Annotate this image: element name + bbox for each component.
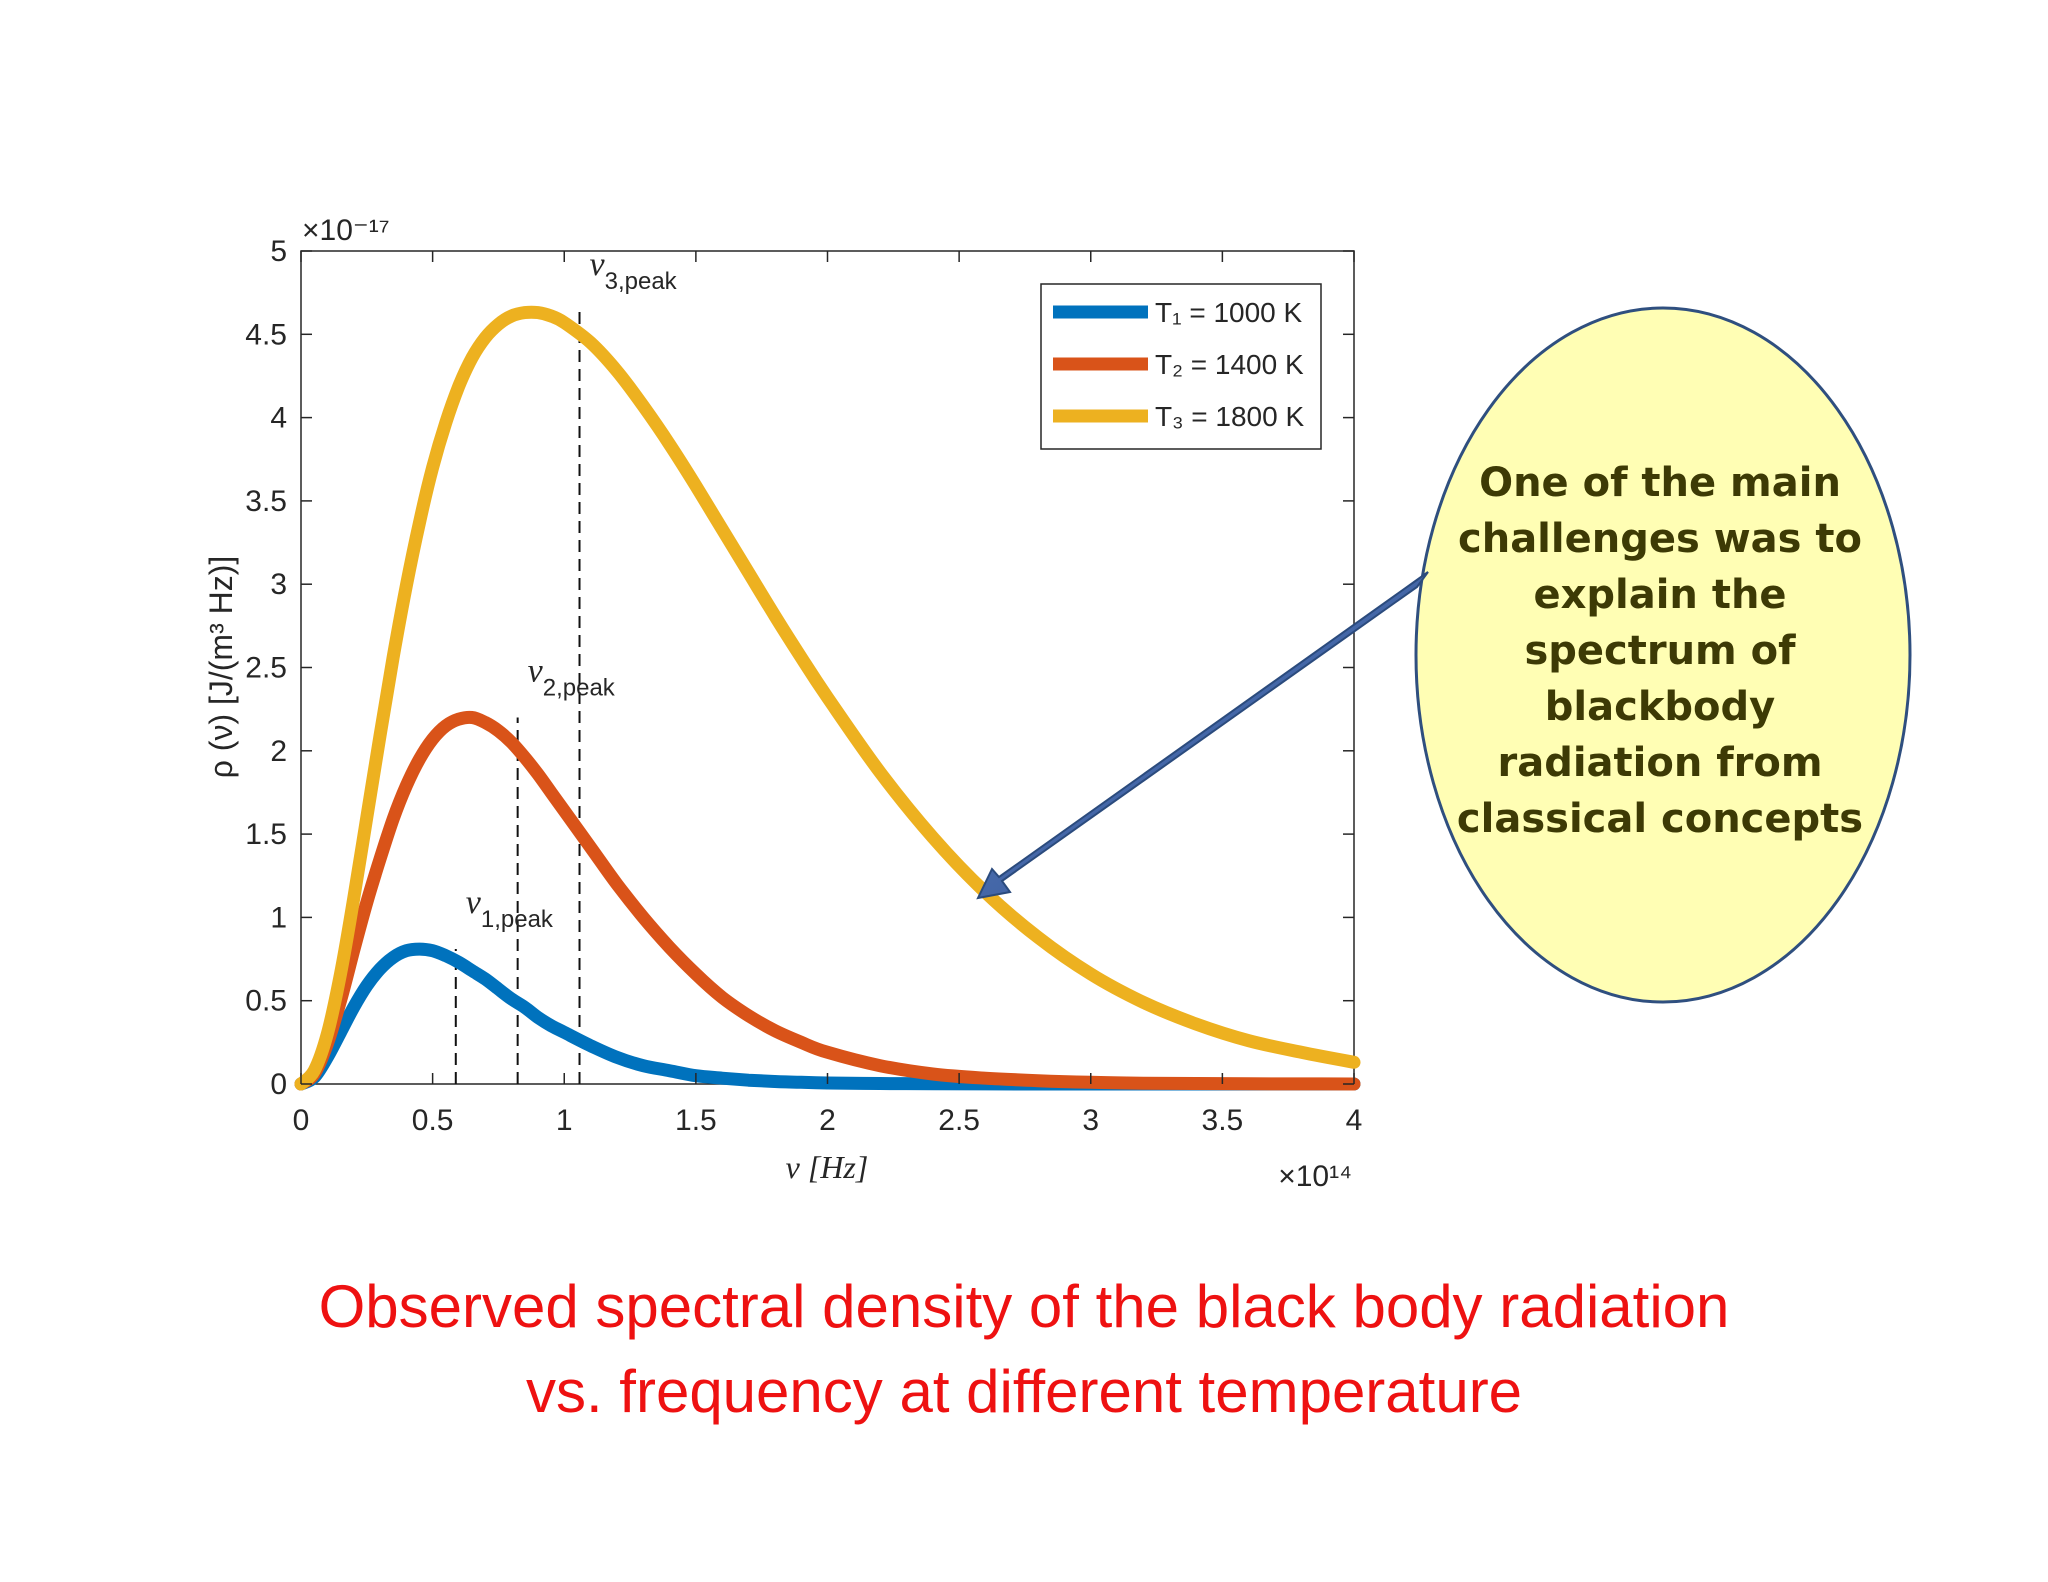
- callout-text: One of the main challenges was to explai…: [1456, 460, 1864, 842]
- callout-bubble: [1414, 306, 1912, 1004]
- y-tick-label: 1: [270, 901, 287, 934]
- x-tick-label: 4: [1346, 1104, 1363, 1137]
- y-tick-label: 4: [270, 402, 287, 435]
- peak-label-2: ν2,peak: [528, 652, 616, 701]
- x-tick-label: 3.5: [1202, 1104, 1244, 1137]
- peak-lines: [454, 310, 581, 1084]
- peak-label-3: ν3,peak: [590, 246, 678, 295]
- y-tick-label: 4.5: [245, 318, 287, 351]
- legend-label-2: T₂ = 1400 K: [1155, 349, 1304, 380]
- series-line-3: [294, 305, 1361, 1091]
- x-tick-label: 0.5: [412, 1104, 454, 1137]
- x-tick-label: 0: [293, 1104, 310, 1137]
- y-axis-label: ρ (ν) [J/(m³ Hz)]: [203, 556, 239, 779]
- y-tick-label: 3: [270, 568, 287, 601]
- x-tick-label: 2: [819, 1104, 836, 1137]
- series-line-2: [294, 710, 1361, 1091]
- x-tick-label: 1.5: [675, 1104, 717, 1137]
- x-multiplier: ×10¹⁴: [1278, 1160, 1352, 1193]
- x-tick-label: 1: [556, 1104, 573, 1137]
- legend-label-1: T₁ = 1000 K: [1155, 297, 1303, 328]
- caption-line-1: Observed spectral density of the black b…: [318, 1273, 1730, 1340]
- x-tick-label: 2.5: [938, 1104, 980, 1137]
- y-tick-label: 3.5: [245, 485, 287, 518]
- y-tick-label: 2.5: [245, 652, 287, 685]
- x-tick-label: 3: [1082, 1104, 1099, 1137]
- x-axis-label: ν [Hz]: [786, 1149, 869, 1185]
- peak-labels: ν1,peak ν2,peak ν3,peak: [466, 246, 678, 933]
- tick-labels: 0 0.5 1 1.5 2 2.5 3 3.5 4 0 0.5 1 1.5 2 2.5 3 3.5 4 4.5 5: [245, 235, 1362, 1137]
- series-group: [294, 305, 1361, 1091]
- y-tick-label: 1.5: [245, 818, 287, 851]
- y-tick-label: 0.5: [245, 985, 287, 1018]
- ticks-group: [300, 250, 1355, 1085]
- callout-arrow: [976, 571, 1429, 900]
- y-tick-label: 5: [270, 235, 287, 268]
- legend-label-3: T₃ = 1800 K: [1155, 401, 1304, 432]
- y-tick-label: 2: [270, 735, 287, 768]
- y-tick-label: 0: [270, 1068, 287, 1101]
- legend: T₁ = 1000 K T₂ = 1400 K T₃ = 1800 K: [1040, 283, 1322, 450]
- caption-line-2: vs. frequency at different temperature: [525, 1358, 1523, 1425]
- y-multiplier: ×10⁻¹⁷: [302, 214, 390, 247]
- peak-label-1: ν1,peak: [466, 884, 554, 933]
